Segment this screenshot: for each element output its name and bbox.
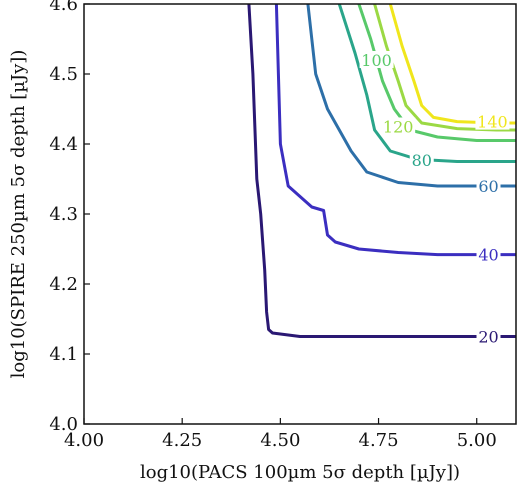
x-tick-label-3: 4.75 (359, 430, 399, 451)
axes: 4.00 4.25 4.50 4.75 5.00 4.0 4.1 4.2 4.3 4.4 4.5 4.… (8, 0, 517, 483)
contour-label-100: 100 (361, 51, 392, 70)
x-tick-label-2: 4.50 (260, 430, 300, 451)
contour-label-bg-40 (476, 245, 501, 263)
contour-label-80: 80 (412, 151, 432, 170)
x-tick-label-4: 5.00 (457, 430, 497, 451)
contour-label-120: 120 (383, 118, 414, 137)
x-tick-label-0: 4.00 (64, 430, 104, 451)
plot-frame (83, 3, 517, 425)
contour-label-40: 40 (478, 246, 498, 265)
plot-area: 20 40 60 80 100 120 140 (247, 4, 516, 347)
y-tick-label-5: 4.5 (49, 64, 78, 85)
y-tick-label-4: 4.4 (49, 134, 78, 155)
contour-label-bg-60 (476, 177, 501, 194)
contour-line-140 (388, 4, 516, 125)
x-tick-label-1: 4.25 (162, 430, 202, 451)
contour-label-bg-80 (409, 151, 434, 169)
contour-label-60: 60 (478, 177, 498, 196)
y-tick-label-6: 4.6 (49, 0, 78, 15)
contour-line-40 (274, 4, 516, 257)
contour-label-bg-100 (359, 51, 394, 68)
contour-line-60 (306, 4, 516, 188)
y-tick-label-0: 4.0 (49, 414, 78, 435)
x-axis-label: log10(PACS 100µm 5σ depth [µJy]) (140, 462, 460, 483)
contour-label-bg-140 (475, 112, 510, 130)
contour-label-140: 140 (477, 113, 508, 132)
contour-label-bg-20 (476, 327, 501, 345)
contour-line-80 (337, 4, 516, 163)
contour-label-bg-120 (381, 117, 416, 135)
contour-line-20 (247, 4, 516, 338)
y-tick-label-1: 4.1 (49, 344, 78, 365)
y-tick-label-3: 4.3 (49, 204, 78, 225)
contour-label-20: 20 (478, 328, 498, 347)
y-axis-label: log10(SPIRE 250µm 5σ depth [µJy]) (8, 50, 29, 379)
y-tick-label-2: 4.2 (49, 274, 78, 295)
